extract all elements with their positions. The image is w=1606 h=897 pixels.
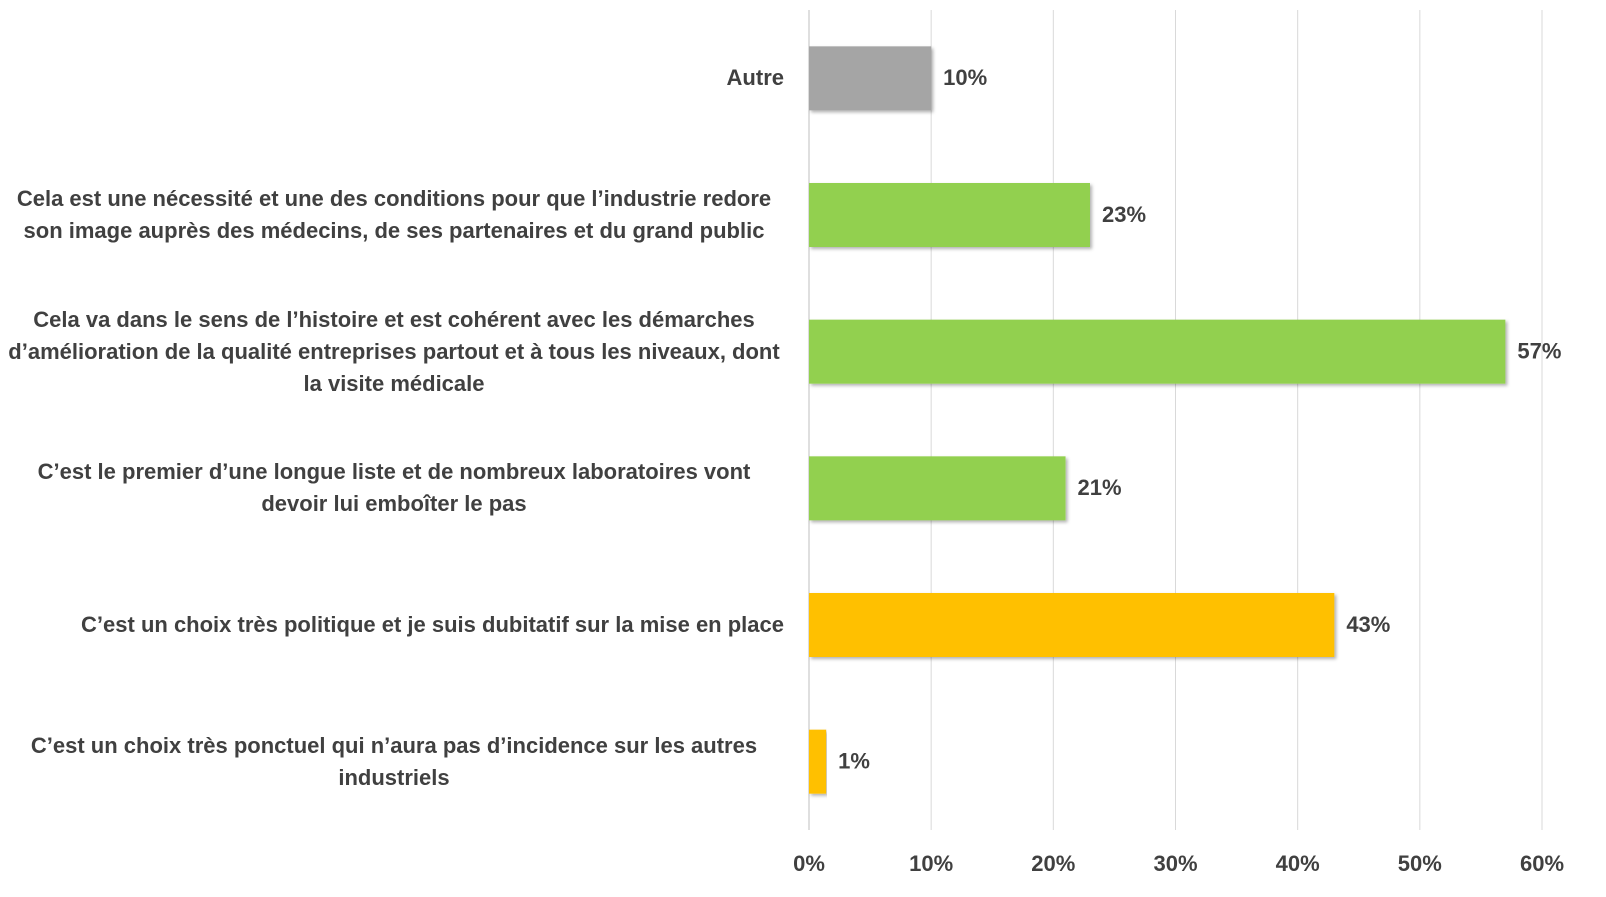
category-label-box: Autre bbox=[4, 62, 784, 94]
value-label: 1% bbox=[838, 748, 870, 773]
x-tick-label: 0% bbox=[793, 851, 825, 876]
x-tick-label: 30% bbox=[1153, 851, 1197, 876]
value-label: 10% bbox=[943, 65, 987, 90]
bar bbox=[809, 456, 1066, 521]
x-tick-label: 50% bbox=[1398, 851, 1442, 876]
value-label: 21% bbox=[1078, 475, 1122, 500]
x-tick-label: 20% bbox=[1031, 851, 1075, 876]
category-label-box: C’est un choix très politique et je suis… bbox=[4, 609, 784, 641]
y-tick-label: Autre bbox=[726, 65, 784, 91]
x-tick-label: 40% bbox=[1276, 851, 1320, 876]
value-label: 57% bbox=[1517, 338, 1561, 363]
category-label-box: Cela est une nécessité et une des condit… bbox=[4, 183, 784, 247]
y-tick-label: C’est un choix très politique et je suis… bbox=[81, 612, 784, 637]
bar bbox=[809, 183, 1090, 247]
y-tick-label: Cela va dans le sens de l’histoire et es… bbox=[8, 306, 780, 396]
y-tick-label: Cela est une nécessité et une des condit… bbox=[16, 186, 772, 243]
category-label-box: Cela va dans le sens de l’histoire et es… bbox=[4, 304, 784, 400]
bar bbox=[809, 319, 1506, 384]
value-label: 43% bbox=[1346, 612, 1390, 637]
y-tick-label: C’est un choix très ponctuel qui n’aura … bbox=[30, 732, 758, 790]
bar bbox=[809, 729, 827, 794]
x-tick-label: 10% bbox=[909, 851, 953, 876]
category-label-box: C’est le premier d’une longue liste et d… bbox=[4, 456, 784, 520]
bar bbox=[809, 46, 932, 111]
value-label: 23% bbox=[1102, 202, 1146, 227]
category-label-box: C’est un choix très ponctuel qui n’aura … bbox=[4, 730, 784, 794]
y-tick-label: C’est le premier d’une longue liste et d… bbox=[37, 459, 751, 517]
x-tick-label: 60% bbox=[1520, 851, 1564, 876]
bar bbox=[809, 593, 1335, 657]
